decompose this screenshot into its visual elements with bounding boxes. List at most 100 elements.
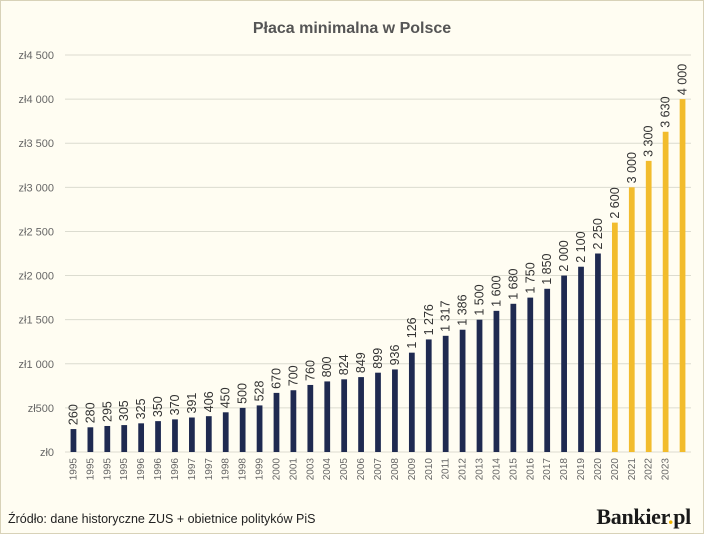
y-tick-label: zł3 000 (19, 182, 54, 194)
data-label: 824 (337, 354, 351, 375)
bar (392, 369, 398, 452)
x-tick-label: 1995 (102, 458, 113, 481)
data-label: 899 (371, 348, 385, 369)
y-tick-label: zł500 (28, 403, 54, 415)
bar (155, 421, 161, 452)
data-label: 4 000 (676, 64, 690, 95)
data-label: 2 250 (591, 218, 605, 249)
x-tick-label: 2013 (475, 458, 486, 481)
x-tick-label: 2005 (339, 458, 350, 481)
y-tick-label: zł2 000 (19, 271, 54, 283)
data-label: 1 500 (473, 284, 487, 315)
x-tick-label: 1998 (221, 458, 232, 481)
data-label: 670 (269, 368, 283, 389)
y-tick-label: zł2 500 (19, 226, 54, 238)
y-tick-label: zł1 500 (19, 315, 54, 327)
x-tick-label: 1996 (170, 458, 181, 481)
x-axis-ticks: 1995 1995 1995 1995 1996 1996 1996 1997 1997 1998… (68, 458, 671, 481)
data-label: 1 680 (506, 268, 520, 299)
bar (527, 297, 534, 452)
bar (104, 425, 111, 452)
data-label: 2 000 (557, 240, 571, 271)
bar (611, 222, 618, 452)
x-tick-label: 2020 (593, 458, 604, 481)
data-label: 2 100 (574, 231, 588, 262)
x-tick-label: 2006 (356, 458, 367, 481)
bar (628, 187, 635, 453)
bar (341, 379, 348, 452)
bar (493, 310, 500, 452)
x-tick-label: 1995 (68, 458, 79, 481)
data-label: 700 (286, 365, 300, 386)
data-label: 305 (117, 400, 131, 421)
data-label: 3 300 (642, 126, 656, 157)
bar (324, 381, 331, 452)
brand-dot: . (668, 504, 674, 529)
y-tick-label: zł1 000 (19, 359, 54, 371)
x-tick-label: 2008 (390, 458, 401, 481)
data-label: 2 600 (608, 187, 622, 218)
x-tick-label: 2019 (576, 458, 587, 481)
bar (662, 131, 669, 452)
data-label: 936 (388, 345, 402, 366)
x-tick-label: 2004 (322, 458, 333, 481)
data-label: 3 000 (625, 152, 639, 183)
x-tick-label: 1996 (153, 458, 164, 481)
x-tick-label: 1996 (136, 458, 147, 481)
y-tick-label: zł4 500 (19, 50, 54, 62)
bar (87, 427, 94, 452)
y-tick-label: zł0 (40, 447, 54, 459)
bar (70, 429, 77, 452)
x-tick-label: 2015 (508, 458, 519, 481)
bar (645, 160, 652, 452)
x-tick-label: 2018 (559, 458, 570, 481)
x-tick-label: 2016 (525, 458, 536, 481)
data-label: 260 (66, 404, 80, 425)
bar (375, 372, 381, 452)
x-tick-label: 2001 (288, 458, 299, 481)
bar (425, 339, 432, 452)
data-label: 370 (168, 394, 182, 415)
brand-tld: pl (673, 504, 691, 529)
data-label: 760 (303, 360, 317, 381)
data-label: 1 276 (422, 304, 436, 335)
bar (138, 423, 145, 452)
bar (239, 407, 246, 452)
x-tick-label: 1999 (255, 458, 266, 481)
data-label: 406 (202, 391, 216, 412)
bar (222, 412, 229, 452)
data-label: 528 (253, 381, 267, 402)
bar (561, 275, 567, 452)
bar (442, 335, 449, 452)
data-label: 1 386 (456, 294, 470, 325)
gridlines (65, 54, 691, 453)
bar (256, 405, 263, 452)
source-note: Źródło: dane historyczne ZUS + obietnice… (8, 512, 316, 526)
chart-title: Płaca minimalna w Polsce (253, 20, 451, 37)
brand-name: Bankier (596, 504, 669, 529)
data-label: 1 750 (523, 262, 537, 293)
data-label: 1 126 (405, 317, 419, 348)
bar (358, 377, 364, 452)
x-tick-label: 1995 (119, 458, 130, 481)
bar (121, 425, 128, 452)
bar (510, 303, 517, 452)
x-tick-label: 2020 (610, 458, 621, 481)
bar (307, 384, 314, 452)
data-label: 295 (100, 401, 114, 422)
x-tick-label: 2014 (491, 458, 502, 481)
data-label: 450 (219, 387, 233, 408)
x-tick-label: 1995 (85, 458, 96, 481)
data-label: 1 317 (439, 300, 453, 331)
bar (290, 390, 297, 452)
data-label: 325 (134, 398, 148, 419)
x-tick-label: 2021 (627, 458, 638, 481)
data-label: 280 (83, 402, 97, 423)
x-tick-label: 1997 (187, 458, 198, 481)
y-tick-label: zł3 500 (19, 138, 54, 150)
data-label: 500 (236, 383, 250, 404)
x-tick-label: 2017 (542, 458, 553, 481)
bar (459, 329, 466, 452)
